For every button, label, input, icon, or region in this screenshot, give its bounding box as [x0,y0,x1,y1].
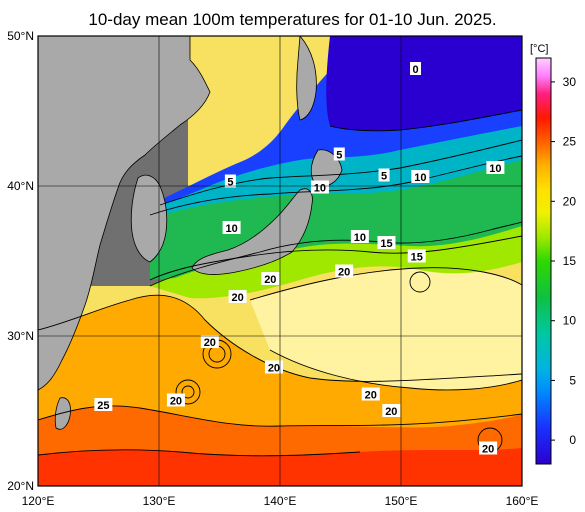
map-title: 10-day mean 100m temperatures for 01-10 … [88,10,497,29]
contour-label: 10 [411,170,430,184]
svg-text:10: 10 [354,232,366,244]
svg-text:20: 20 [204,337,216,349]
lon-tick-label: 120°E [22,494,55,508]
svg-text:20: 20 [170,396,182,408]
colorbar-ticks: 0 5 10 15 20 25 30 [551,75,576,447]
pale-warm-pool [250,267,522,390]
colorbar-tick-label: 20 [563,194,577,208]
contour-label: 5 [333,147,345,162]
colorbar-unit: [°C] [530,43,549,55]
colorbar-tick-label: 25 [563,135,577,149]
coldest-okhotsk [326,36,522,131]
svg-text:20: 20 [365,390,377,402]
svg-text:5: 5 [336,150,342,162]
contour-label: 20 [200,335,219,349]
land-sakhalin [296,36,317,121]
lon-tick-label: 160°E [506,494,539,508]
colorbar-tick-label: 30 [563,75,577,89]
contour-label: 10 [486,161,505,175]
land-korea [130,174,168,263]
contour-label: 20 [361,387,380,402]
colorbar-tick-label: 10 [563,314,577,328]
lat-tick-label: 20°N [7,479,34,493]
kuroshio-front [150,222,522,299]
contour-label: 5 [378,168,390,183]
svg-text:20: 20 [385,406,397,418]
contour-label: 25 [94,398,113,412]
contour-label: 20 [261,272,280,286]
contour-label: 0 [410,62,422,76]
contour-label: 20 [264,360,283,375]
contour-label: 15 [407,249,426,264]
svg-text:20: 20 [482,444,494,456]
contour-label: 20 [382,404,401,418]
colorbar-tick-label: 15 [563,254,577,268]
contour-label: 20 [166,393,185,408]
svg-text:20: 20 [268,363,280,375]
svg-text:15: 15 [380,238,392,250]
svg-text:0: 0 [412,64,418,76]
graticule [38,36,522,486]
lat-tick-label: 50°N [7,29,34,43]
svg-text:5: 5 [227,177,233,189]
svg-text:20: 20 [338,267,350,279]
lat-tick-label: 40°N [7,179,34,193]
colorbar-tick-label: 0 [569,433,576,447]
svg-text:10: 10 [225,223,237,235]
svg-text:10: 10 [489,163,501,175]
colorbar [535,57,552,465]
contour-label: 20 [228,290,247,304]
contour-label: 20 [335,264,354,279]
svg-text:5: 5 [381,171,387,183]
map-frame [37,35,523,487]
contour-label: 20 [479,441,498,456]
contour-lines [38,109,522,457]
colorbar-tick-label: 5 [569,373,576,387]
svg-text:25: 25 [97,400,109,412]
lon-tick-label: 130°E [143,494,176,508]
contour-label: 10 [310,180,329,195]
lat-tick-label: 30°N [7,329,34,343]
svg-text:20: 20 [232,292,244,304]
svg-text:20: 20 [264,274,276,286]
lon-tick-label: 150°E [385,494,418,508]
svg-text:10: 10 [314,183,326,195]
contour-label: 10 [222,221,241,235]
svg-text:10: 10 [414,172,426,184]
contour-label: 10 [350,230,369,244]
contour-label: 5 [224,174,236,189]
svg-text:15: 15 [411,252,423,264]
land-taiwan [54,397,71,430]
land-asia [38,36,211,391]
contour-label: 15 [377,236,396,250]
lon-tick-label: 140°E [264,494,297,508]
